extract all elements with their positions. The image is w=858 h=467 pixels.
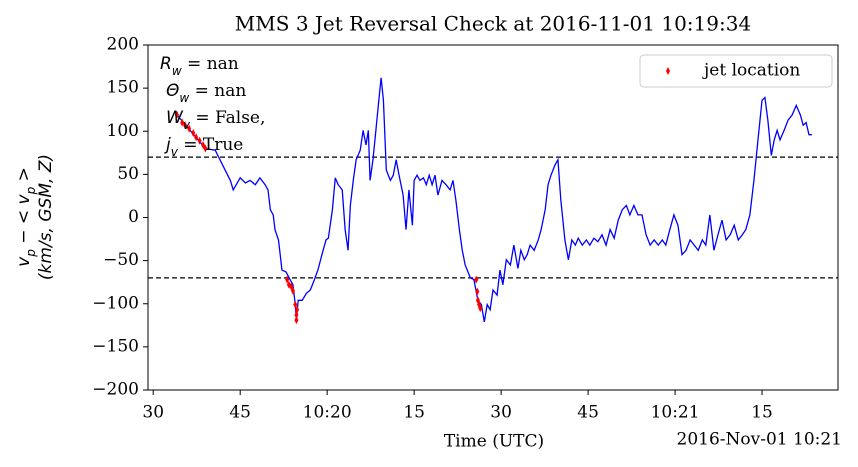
x-tick-label: 15 [403,403,425,423]
y-tick-label: 0 [128,207,139,227]
annotation-text: = False, [190,108,265,128]
annotation-subscript: w [179,91,189,105]
x-tick-label: 30 [490,403,512,423]
annotation: jv = True [164,135,243,159]
y-label-part: v [14,256,34,267]
legend-label: jet location [702,61,800,81]
annotation-subscript: v [183,118,191,132]
annotation-subscript: v [171,145,179,159]
x-tick-label: 45 [577,403,599,423]
x-tick-label: 45 [229,403,251,423]
jet-marker [174,110,179,119]
y-tick-label: 100 [107,121,139,141]
jet-marker [183,121,188,130]
jet-marker [194,133,199,142]
x-tick-label: 10:21 [651,403,700,423]
jet-marker [203,144,208,153]
chart-title: MMS 3 Jet Reversal Check at 2016-11-01 1… [235,12,751,36]
jet-marker [478,304,483,313]
y-tick-label: 150 [107,78,139,98]
y-axis-label: vp − < vp > (km/s, GSM, Z) [14,154,56,280]
data-line [176,77,812,322]
annotation-symbol: W [166,108,184,128]
annotation-subscript: w [172,64,182,78]
annotation-text: = nan [189,81,246,101]
annotation-symbol: R [160,54,172,74]
y-tick-label: 50 [117,164,139,184]
annotation-text: = nan [182,54,239,74]
annotation-symbol: Θ [166,81,179,101]
x-axis-label: Time (UTC) [444,432,544,452]
y-tick-label: −200 [92,380,139,400]
legend-marker [666,67,670,75]
plot-frame [147,44,839,391]
annotation: Rw = nan [160,54,239,78]
offset-text: 2016-Nov-01 10:21 [677,430,843,450]
jet-marker [187,124,192,133]
jet-marker [294,310,299,319]
x-tick-label: 15 [751,403,773,423]
jet-marker [474,275,479,284]
y-label-subscript: p [24,186,38,195]
annotation-symbol: j [164,135,171,155]
jet-marker [290,286,295,295]
jet-marker [475,287,480,296]
jet-marker [295,305,300,314]
y-tick-label: −100 [92,293,139,313]
y-label-part: > [14,167,34,187]
annotation: Wv = False, [166,108,265,132]
jet-marker [180,118,185,127]
jet-marker [197,136,202,145]
y-tick-label: −50 [103,250,139,270]
jet-marker [191,128,196,137]
y-label-subscript: p [24,249,38,258]
y-tick-label: 200 [107,35,139,55]
y-label-line2: (km/s, GSM, Z) [36,154,56,280]
y-label-part: − < v [14,193,34,249]
y-label-line1: vp − < vp > [14,167,38,267]
jet-marker [294,316,299,325]
annotation-text: = True [178,135,244,155]
annotation: Θw = nan [166,81,246,105]
jet-marker [285,275,290,284]
x-tick-label: 30 [142,403,164,423]
y-tick-label: −150 [92,336,139,356]
jet-marker [201,141,206,150]
jet-marker [293,300,298,309]
legend-box [639,54,833,88]
x-tick-label: 10:20 [303,403,352,423]
